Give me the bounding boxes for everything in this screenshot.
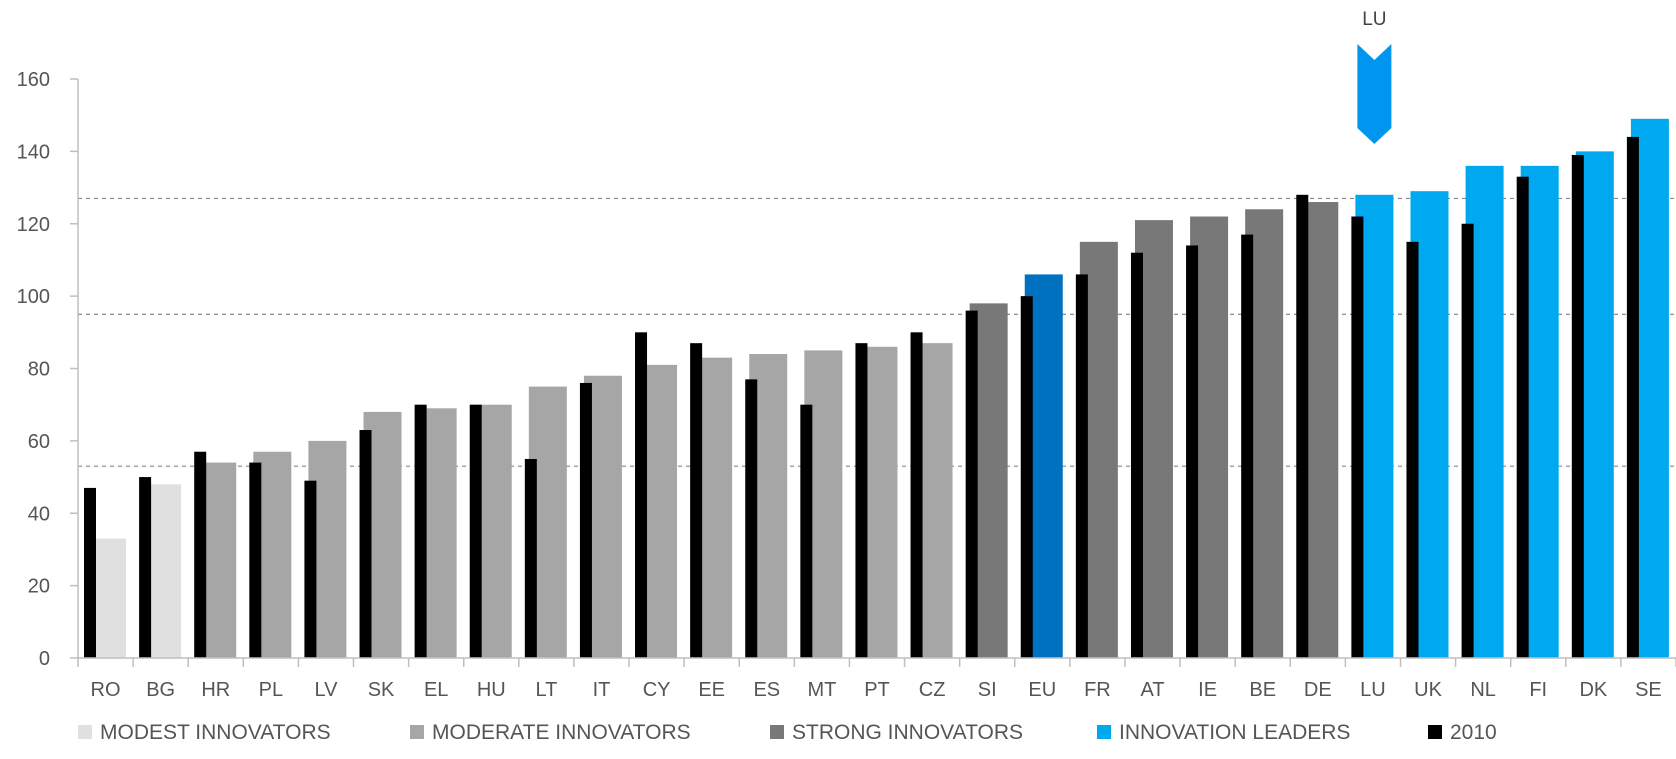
x-label-fi: FI	[1529, 679, 1547, 701]
bar-2010-nl	[1461, 223, 1474, 658]
bar-2010-lt	[524, 458, 537, 658]
bar-2010-it	[579, 382, 592, 658]
bar-2010-pl	[249, 462, 262, 658]
x-label-ro: RO	[91, 679, 121, 701]
legend-swatch	[1097, 725, 1111, 739]
bar-2010-mt	[800, 404, 813, 658]
x-label-uk: UK	[1414, 679, 1442, 701]
bar-2010-uk	[1406, 241, 1419, 658]
bar-2010-pt	[855, 343, 868, 658]
bar-2010-es	[745, 379, 758, 658]
bar-2010-se	[1626, 136, 1639, 658]
bar-2010-cy	[635, 332, 648, 658]
x-label-cz: CZ	[919, 679, 946, 701]
x-label-cy: CY	[643, 679, 671, 701]
bar-2010-hr	[194, 451, 207, 658]
y-tick-label: 80	[28, 359, 50, 381]
legend-label: 2010	[1450, 721, 1497, 744]
x-label-bg: BG	[146, 679, 175, 701]
bar-2010-sk	[359, 430, 372, 658]
y-tick-label: 0	[39, 648, 50, 670]
x-label-se: SE	[1635, 679, 1662, 701]
x-label-si: SI	[978, 679, 997, 701]
x-label-be: BE	[1249, 679, 1276, 701]
x-label-hu: HU	[477, 679, 506, 701]
bar-2010-ee	[690, 343, 703, 658]
annotation-label: LU	[1362, 9, 1386, 30]
x-label-el: EL	[424, 679, 448, 701]
x-label-nl: NL	[1470, 679, 1496, 701]
x-label-lt: LT	[535, 679, 557, 701]
legend-label: STRONG INNOVATORS	[792, 721, 1023, 744]
bar-2010-bg	[139, 477, 152, 658]
bars-2010	[84, 136, 1639, 659]
bar-2010-be	[1241, 234, 1254, 658]
legend-label: MODEST INNOVATORS	[100, 721, 331, 744]
bar-2010-fi	[1516, 176, 1529, 659]
legend-swatch	[78, 725, 92, 739]
legend-label: INNOVATION LEADERS	[1119, 721, 1350, 744]
y-tick-label: 120	[17, 214, 50, 236]
legend-swatch	[410, 725, 424, 739]
x-label-de: DE	[1304, 679, 1332, 701]
y-tick-label: 20	[28, 576, 50, 598]
y-tick-label: 40	[28, 503, 50, 525]
x-label-pt: PT	[864, 679, 890, 701]
y-tick-label: 160	[17, 69, 50, 91]
legend-label: MODERATE INNOVATORS	[432, 721, 691, 744]
x-label-at: AT	[1140, 679, 1164, 701]
legend: MODEST INNOVATORS MODERATE INNOVATORS STRO…	[78, 721, 1497, 744]
bar-2010-lv	[304, 480, 317, 658]
x-axis-labels: RO BG HR PL LV SK EL HU LT IT CY EE ES MT PT CZ SI EU FR AT…	[91, 679, 1662, 701]
x-label-fr: FR	[1084, 679, 1111, 701]
y-tick-label: 60	[28, 431, 50, 453]
x-label-hr: HR	[201, 679, 230, 701]
x-label-it: IT	[593, 679, 611, 701]
bar-2010-eu	[1020, 296, 1033, 658]
bar-2010-at	[1130, 252, 1143, 658]
annotation-arrow	[1357, 44, 1392, 144]
x-label-es: ES	[753, 679, 780, 701]
legend-swatch	[770, 725, 784, 739]
x-label-eu: EU	[1028, 679, 1056, 701]
x-label-pl: PL	[259, 679, 283, 701]
y-tick-label: 140	[17, 141, 50, 163]
x-label-dk: DK	[1579, 679, 1607, 701]
x-label-lv: LV	[314, 679, 338, 701]
x-label-mt: MT	[807, 679, 836, 701]
x-label-lu: LU	[1360, 679, 1386, 701]
y-axis-ticks: 0 20 40 60 80 100 120 140 160	[17, 69, 78, 670]
bar-2010-de	[1296, 194, 1309, 659]
bar-2010-cz	[910, 332, 923, 658]
bar-2010-dk	[1571, 154, 1584, 658]
x-label-sk: SK	[368, 679, 395, 701]
legend-swatch	[1428, 725, 1442, 739]
annotation: LU	[1357, 9, 1392, 144]
y-tick-label: 100	[17, 286, 50, 308]
bar-2010-el	[414, 404, 427, 658]
bar-2010-si	[965, 310, 978, 658]
bars-current	[88, 118, 1669, 659]
bar-2010-ro	[84, 487, 96, 658]
bar-2010-hu	[469, 404, 482, 658]
bar-2010-lu	[1351, 216, 1364, 658]
bar-2010-ie	[1186, 245, 1199, 658]
x-label-ie: IE	[1198, 679, 1217, 701]
x-label-ee: EE	[698, 679, 725, 701]
bar-2010-fr	[1075, 274, 1088, 658]
